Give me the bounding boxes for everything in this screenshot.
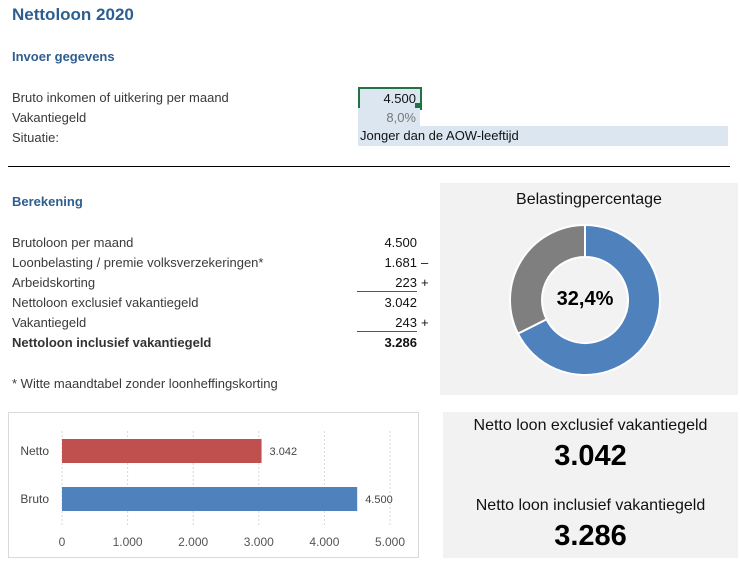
- gross-income-label: Bruto inkomen of uitkering per maand: [12, 90, 229, 105]
- net-excl-value: 3.042: [554, 440, 627, 472]
- calc-label: Brutoloon per maand: [12, 235, 134, 250]
- minus-sign: –: [421, 255, 429, 270]
- calc-heading: Berekening: [12, 194, 83, 209]
- situation-select[interactable]: Jonger dan de AOW-leeftijd: [358, 126, 728, 146]
- calc-value: 3.042: [384, 295, 417, 310]
- donut-slice[interactable]: [509, 223, 586, 335]
- net-incl-label: Netto loon inclusief vakantiegeld: [475, 497, 706, 514]
- tax-percentage-label: 32,4%: [556, 288, 614, 310]
- x-tick-label: 2.000: [178, 535, 208, 549]
- net-excl-label: Netto loon exclusief vakantiegeld: [473, 417, 708, 434]
- calc-value: 1.681: [384, 255, 417, 270]
- bar-svg: 0 1.000 2.000 3.000 4.000 5.000 Netto 3.042 Brut…: [20, 431, 405, 549]
- category-label: Netto: [20, 444, 49, 458]
- bar-bruto[interactable]: [62, 487, 358, 511]
- net-gross-bar-chart[interactable]: 0 1.000 2.000 3.000 4.000 5.000 Netto 3.042 Brut…: [8, 412, 419, 558]
- calc-value: 243: [357, 315, 417, 332]
- divider: [8, 166, 730, 167]
- donut-slice[interactable]: [516, 223, 661, 376]
- footnote: * Witte maandtabel zonder loonheffingsko…: [12, 376, 278, 391]
- x-tick-label: 4.000: [309, 535, 339, 549]
- calc-label: Arbeidskorting: [12, 275, 96, 290]
- x-tick-label: 1.000: [113, 535, 143, 549]
- category-label: Bruto: [20, 492, 49, 506]
- calc-label: Loonbelasting / premie volksverzekeringe…: [12, 255, 264, 270]
- x-tick-label: 0: [59, 535, 66, 549]
- page-title: Nettoloon 2020: [12, 5, 134, 24]
- bar-netto[interactable]: [62, 439, 262, 463]
- plus-sign: +: [421, 275, 429, 290]
- calc-label: Vakantiegeld: [12, 315, 87, 330]
- calc-value-total: 3.286: [384, 335, 417, 350]
- x-tick-label: 5.000: [375, 535, 405, 549]
- plus-sign: +: [421, 315, 429, 330]
- holiday-pay-input[interactable]: 8,0%: [358, 108, 420, 127]
- kpi-panel: Netto loon exclusief vakantiegeld 3.042 …: [443, 412, 738, 558]
- gross-income-input[interactable]: 4.500: [358, 87, 422, 110]
- x-tick-label: 3.000: [244, 535, 274, 549]
- chart-title: Belastingpercentage: [516, 191, 662, 208]
- calc-label: Nettoloon exclusief vakantiegeld: [12, 295, 199, 310]
- tax-donut-chart[interactable]: Belastingpercentage 32,4%: [440, 183, 738, 395]
- calc-value: 4.500: [384, 235, 417, 250]
- donut-svg: [509, 223, 661, 376]
- net-incl-value: 3.286: [554, 520, 627, 552]
- holiday-pay-label: Vakantiegeld: [12, 110, 87, 125]
- calc-label-total: Nettoloon inclusief vakantiegeld: [12, 335, 212, 350]
- input-heading: Invoer gegevens: [12, 49, 115, 64]
- calc-value: 223: [357, 275, 417, 292]
- data-label: 3.042: [270, 446, 298, 458]
- data-label: 4.500: [365, 494, 393, 506]
- situation-label: Situatie:: [12, 130, 59, 145]
- fill-handle[interactable]: [415, 103, 420, 108]
